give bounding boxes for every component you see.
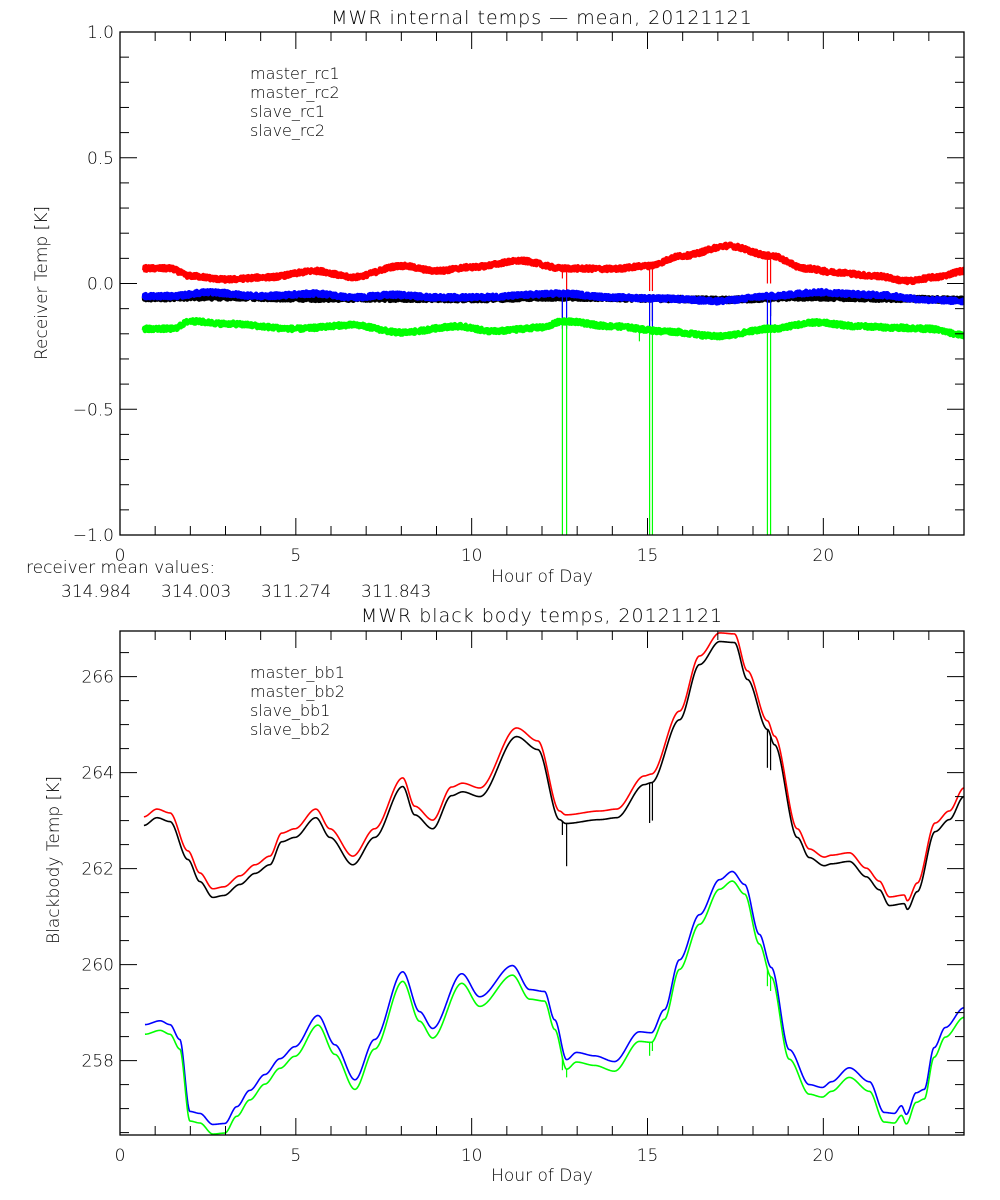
- axis-frame: [119, 630, 965, 1136]
- legend-entry-master-bb2: master_bb2: [250, 682, 345, 701]
- y-tick-label: 262: [82, 860, 114, 880]
- axis-frame: [119, 31, 965, 536]
- legend-entry-slave-bb2: slave_bb2: [250, 720, 330, 739]
- series-line-master-rc2: [142, 241, 964, 286]
- series-line-slave-bb2: [144, 880, 964, 1135]
- legend-entry-master-rc1: master_rc1: [250, 64, 340, 83]
- legend: master_bb1 master_bb2 slave_bb1 slave_bb…: [250, 663, 345, 739]
- series-line-master-bb2: [143, 632, 964, 902]
- legend-entry-slave-rc2: slave_rc2: [250, 121, 325, 140]
- legend: master_rc1 master_rc2 slave_rc1 slave_rc…: [250, 64, 340, 140]
- chart-title: MWR internal temps — mean, 20121121: [331, 7, 753, 29]
- y-tick-label: −1.0: [73, 526, 114, 546]
- series-line-master-bb1: [143, 640, 964, 911]
- mean-value-master-rc1: 314.984: [61, 582, 131, 602]
- mean-values-label: receiver mean values:: [26, 558, 215, 578]
- mean-value-slave-rc1: 311.274: [261, 582, 331, 602]
- x-tick-label: 20: [813, 546, 835, 566]
- axis-ticks: 0 5 10 15 20 −1.0 −0.5 0.0 0.5 1.0: [73, 23, 965, 566]
- x-tick-label: 5: [290, 1146, 301, 1166]
- x-tick-label: 15: [637, 1146, 659, 1166]
- series-line-slave-rc1: [141, 287, 964, 306]
- mean-value-master-rc2: 314.003: [161, 582, 231, 602]
- x-tick-label: 15: [637, 546, 659, 566]
- y-tick-label: 1.0: [87, 23, 114, 43]
- x-axis-label: Hour of Day: [491, 1166, 593, 1186]
- y-axis-label: Blackbody Temp [K]: [44, 776, 64, 944]
- x-tick-label: 10: [461, 1146, 483, 1166]
- axis-ticks: 0 5 10 15 20 258 260 262 264 266: [82, 631, 965, 1166]
- x-tick-label: 5: [290, 546, 301, 566]
- x-tick-label: 0: [115, 546, 126, 566]
- y-tick-label: 266: [82, 668, 114, 688]
- y-tick-label: 0.5: [87, 149, 114, 169]
- y-tick-label: 258: [82, 1052, 114, 1072]
- chart-title: MWR black body temps, 20121121: [361, 605, 723, 627]
- series-line-slave-bb1: [144, 870, 964, 1126]
- y-tick-label: 0.0: [87, 275, 114, 295]
- x-tick-label: 0: [115, 1146, 126, 1166]
- x-tick-label: 20: [813, 1146, 835, 1166]
- x-tick-label: 10: [461, 546, 483, 566]
- y-tick-label: −0.5: [73, 400, 114, 420]
- legend-entry-slave-rc1: slave_rc1: [250, 102, 325, 121]
- internal-temps-chart: MWR internal temps — mean, 20121121 0 5 10…: [32, 7, 965, 587]
- legend-entry-master-bb1: master_bb1: [250, 663, 345, 682]
- mean-value-slave-rc2: 311.843: [361, 582, 431, 602]
- plot-area: [141, 241, 964, 535]
- y-tick-label: 264: [82, 764, 114, 784]
- legend-entry-master-rc2: master_rc2: [250, 83, 340, 102]
- y-axis-label: Receiver Temp [K]: [32, 206, 52, 360]
- series-line-slave-rc2: [141, 316, 964, 341]
- x-axis-label: Hour of Day: [491, 567, 593, 587]
- receiver-mean-values: receiver mean values: 314.984 314.003 31…: [26, 558, 431, 602]
- y-tick-label: 260: [82, 956, 114, 976]
- legend-entry-slave-bb1: slave_bb1: [250, 701, 330, 720]
- blackbody-temps-chart: MWR black body temps, 20121121 0 5 10 15 20 2…: [44, 605, 965, 1186]
- plot-area: [143, 632, 964, 1135]
